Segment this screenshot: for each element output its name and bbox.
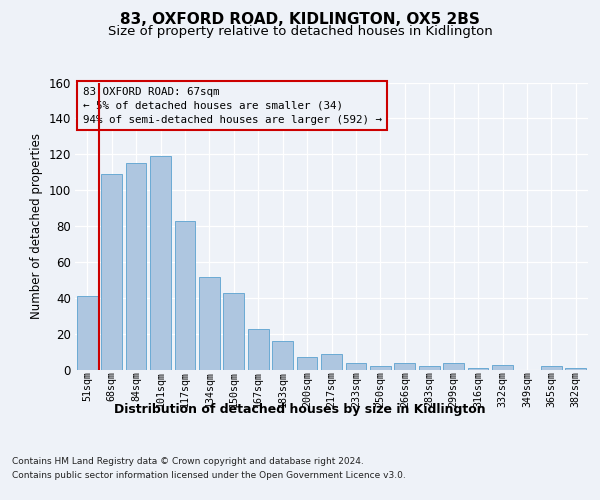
Bar: [370, 366, 391, 370]
Bar: [467, 368, 488, 370]
Bar: [541, 366, 562, 370]
Bar: [565, 368, 586, 370]
Text: 83 OXFORD ROAD: 67sqm
← 5% of detached houses are smaller (34)
94% of semi-detac: 83 OXFORD ROAD: 67sqm ← 5% of detached h…: [83, 87, 382, 125]
Bar: [443, 363, 464, 370]
Bar: [492, 364, 513, 370]
Text: 83, OXFORD ROAD, KIDLINGTON, OX5 2BS: 83, OXFORD ROAD, KIDLINGTON, OX5 2BS: [120, 12, 480, 28]
Bar: [150, 156, 171, 370]
Bar: [77, 296, 98, 370]
Bar: [394, 363, 415, 370]
Text: Size of property relative to detached houses in Kidlington: Size of property relative to detached ho…: [107, 25, 493, 38]
Bar: [248, 328, 269, 370]
Bar: [175, 221, 196, 370]
Text: Distribution of detached houses by size in Kidlington: Distribution of detached houses by size …: [114, 402, 486, 415]
Bar: [223, 292, 244, 370]
Bar: [346, 363, 367, 370]
Bar: [272, 341, 293, 370]
Text: Contains HM Land Registry data © Crown copyright and database right 2024.: Contains HM Land Registry data © Crown c…: [12, 458, 364, 466]
Text: Contains public sector information licensed under the Open Government Licence v3: Contains public sector information licen…: [12, 471, 406, 480]
Bar: [296, 358, 317, 370]
Bar: [101, 174, 122, 370]
Y-axis label: Number of detached properties: Number of detached properties: [30, 133, 43, 320]
Bar: [321, 354, 342, 370]
Bar: [125, 164, 146, 370]
Bar: [419, 366, 440, 370]
Bar: [199, 276, 220, 370]
